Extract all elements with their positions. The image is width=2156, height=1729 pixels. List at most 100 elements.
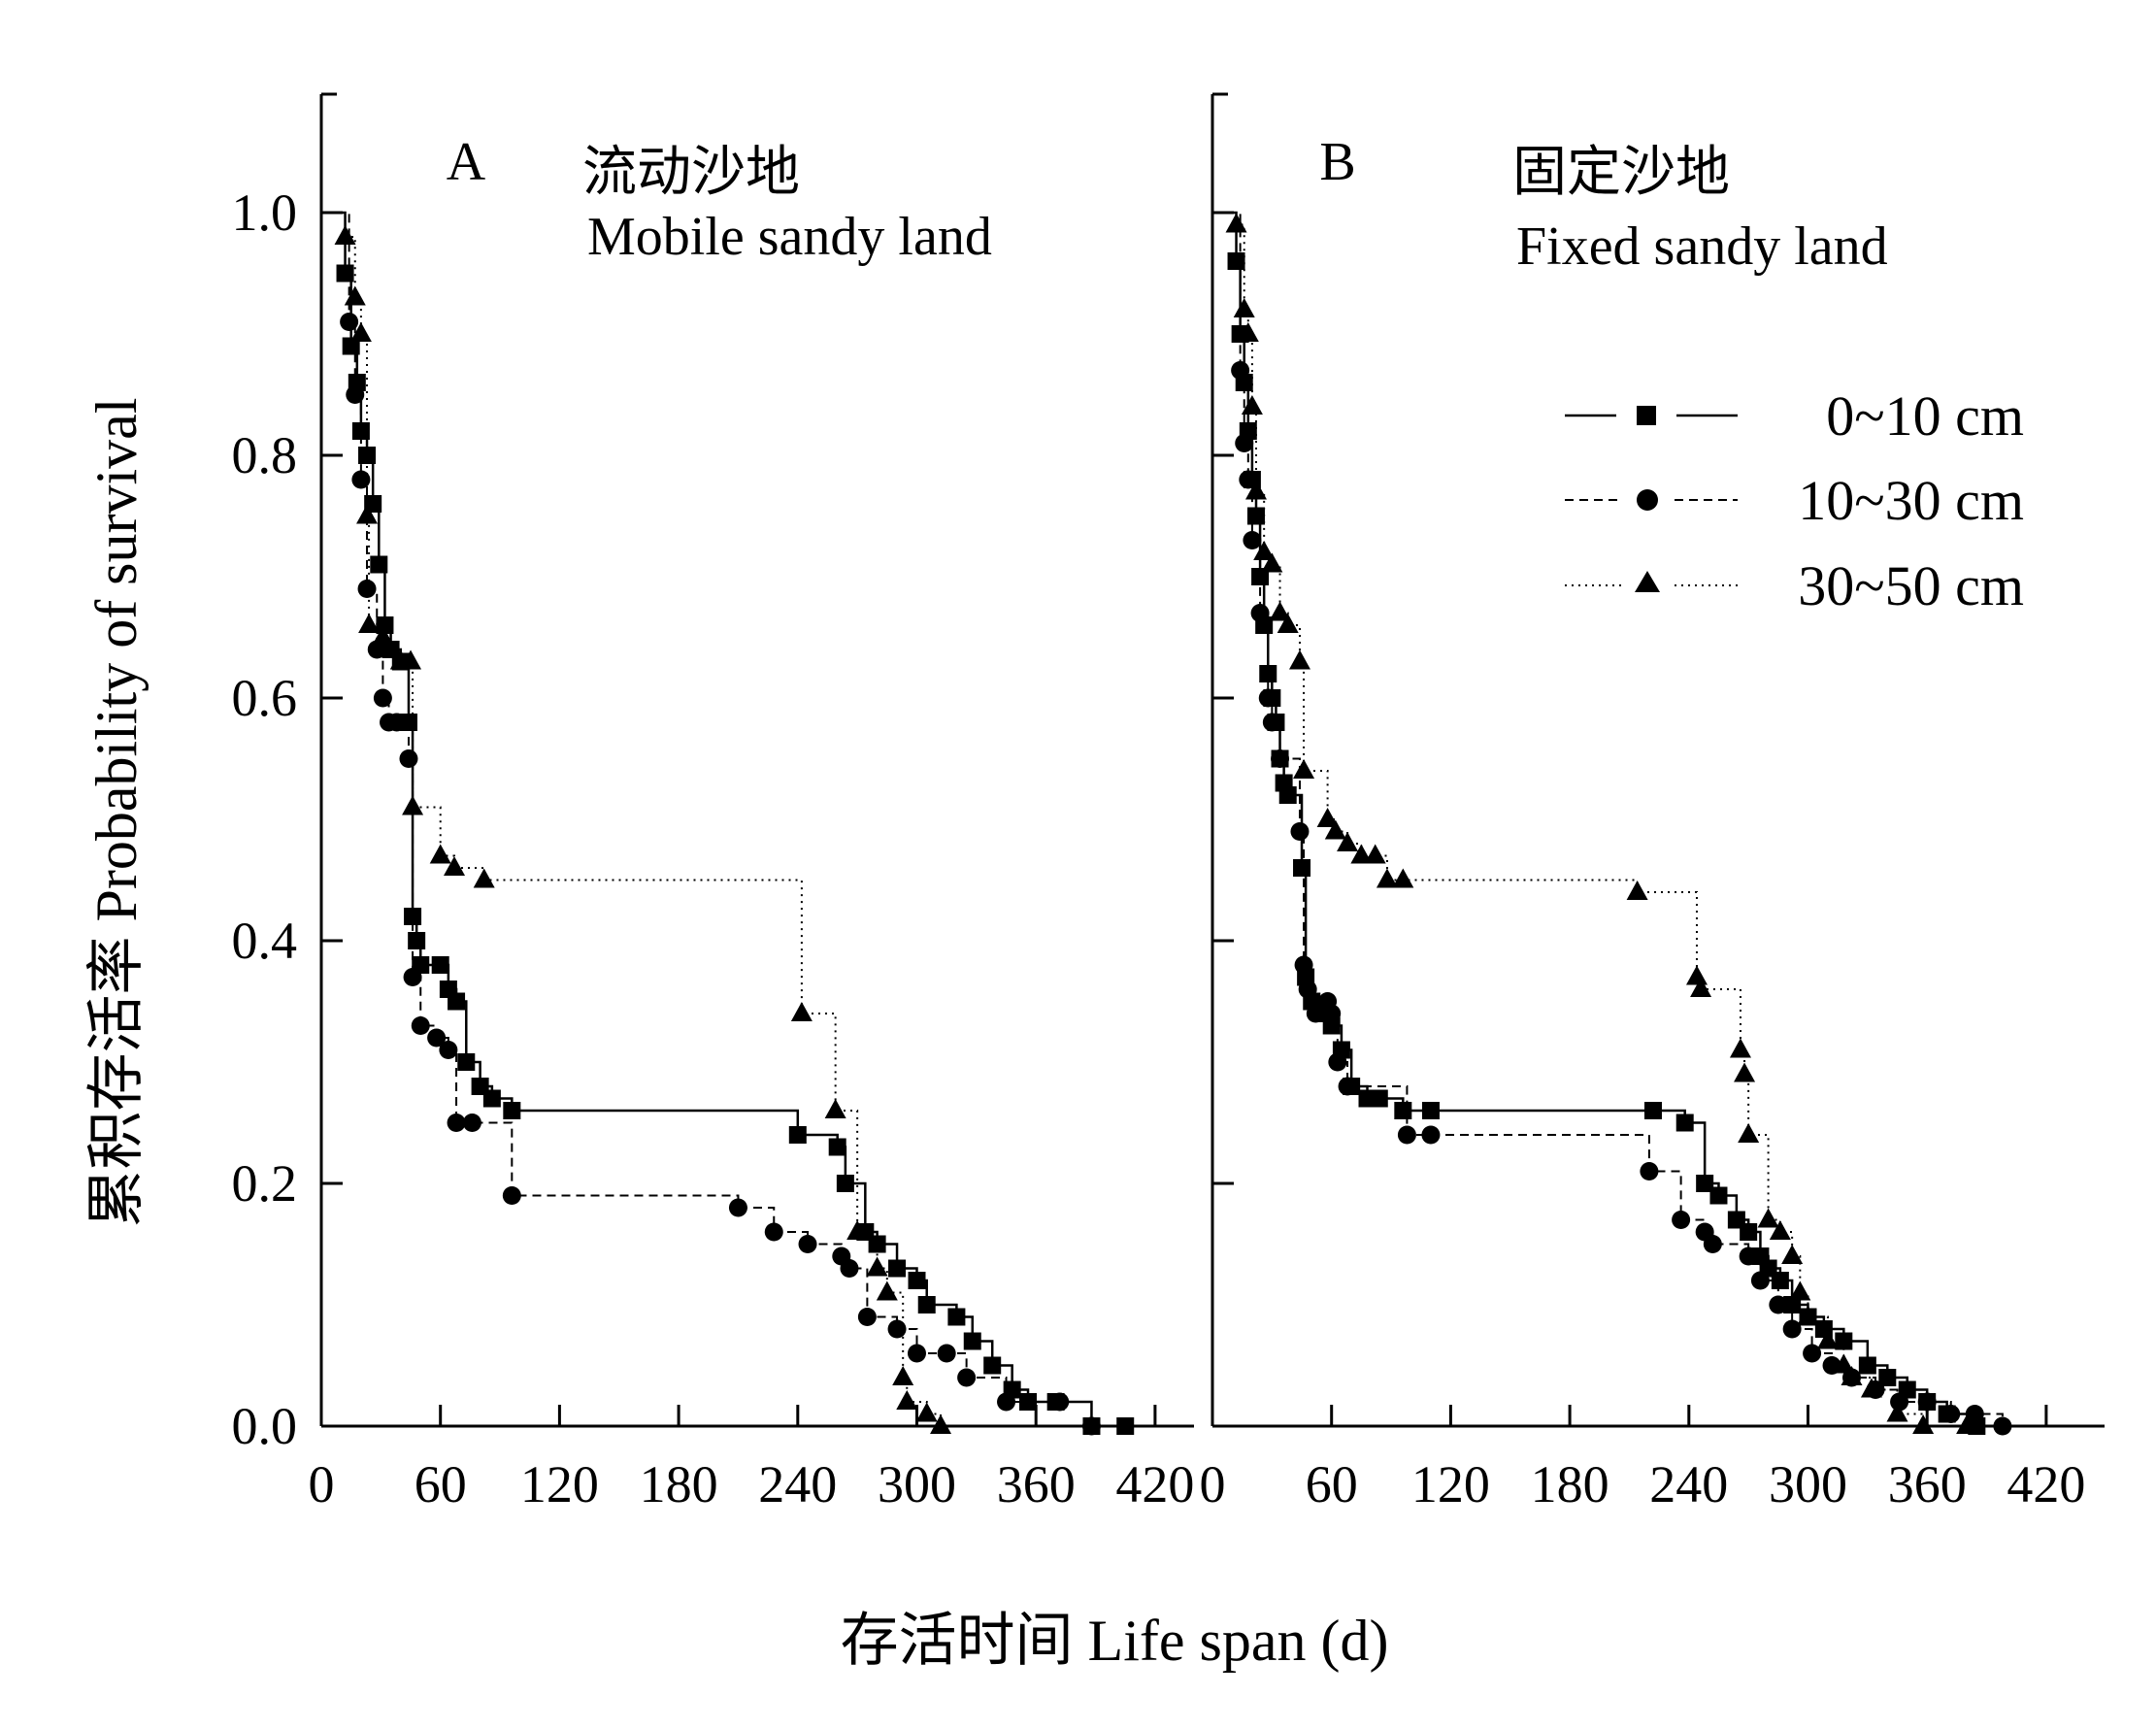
triangle-point xyxy=(1364,844,1386,864)
square-point xyxy=(1771,1272,1789,1289)
x-tick-label: 420 xyxy=(1115,1455,1194,1513)
square-point xyxy=(1394,1102,1412,1119)
legend-triangle-marker xyxy=(1635,571,1660,592)
triangle-point xyxy=(1729,1038,1751,1058)
circle-point xyxy=(764,1222,783,1242)
triangle-point xyxy=(1261,552,1283,573)
triangle-point xyxy=(444,856,466,876)
panel-a-title-en: Mobile sandy land xyxy=(587,207,992,267)
circle-point xyxy=(1769,1295,1788,1314)
triangle-point xyxy=(1886,1402,1908,1422)
series-line-triangle xyxy=(1212,212,1968,1427)
circle-point xyxy=(1703,1235,1722,1253)
circle-point xyxy=(997,1392,1016,1412)
triangle-point xyxy=(1376,868,1398,888)
circle-point xyxy=(1243,531,1262,549)
square-point xyxy=(448,992,466,1011)
triangle-point xyxy=(1757,1208,1779,1228)
triangle-point xyxy=(400,649,422,670)
x-tick-label: 180 xyxy=(640,1455,718,1513)
circle-point xyxy=(399,749,418,768)
circle-point xyxy=(1672,1211,1691,1229)
triangle-point xyxy=(1269,601,1291,621)
triangle-point xyxy=(1781,1245,1804,1264)
triangle-point xyxy=(1833,1353,1855,1374)
triangle-point xyxy=(892,1366,914,1385)
y-axis-title: 累积存活率 Probability of survival xyxy=(84,398,149,1228)
circle-point xyxy=(387,713,407,732)
square-point xyxy=(1278,786,1297,804)
circle-point xyxy=(1917,1392,1937,1412)
series-line-circle xyxy=(321,212,1093,1426)
panel-a: A 流动沙地 Mobile sandy land 0.0 0.2 0.4 0.6 0.8… xyxy=(232,92,1194,1513)
square-point xyxy=(431,956,449,974)
circle-point xyxy=(1262,713,1281,732)
circle-point xyxy=(1294,955,1313,975)
circle-point xyxy=(887,1319,907,1339)
square-point xyxy=(1858,1356,1876,1375)
circle-point xyxy=(1235,434,1254,452)
square-point xyxy=(1878,1369,1897,1386)
square-point xyxy=(404,908,422,925)
square-point xyxy=(503,1102,521,1119)
legend-square-marker xyxy=(1637,406,1656,425)
x-tick-label: 0 xyxy=(309,1455,335,1513)
circle-point xyxy=(1231,361,1250,380)
y-tick-label: 0.2 xyxy=(232,1154,298,1213)
triangle-point xyxy=(1293,759,1315,779)
x-axis-title: 存活时间 Life span (d) xyxy=(841,1609,1389,1673)
triangle-point xyxy=(1350,844,1373,864)
circle-point xyxy=(857,1308,877,1326)
square-point xyxy=(1835,1332,1853,1350)
triangle-point xyxy=(876,1280,898,1301)
square-point xyxy=(1421,1102,1440,1119)
circle-point xyxy=(346,385,365,404)
triangle-point xyxy=(866,1256,888,1277)
triangle-point xyxy=(1337,832,1359,851)
legend: 0~10 cm 10~30 cm 30~50 cm xyxy=(1565,384,2024,617)
square-point xyxy=(376,616,394,634)
legend-label-0-10: 0~10 cm xyxy=(1826,384,2024,448)
triangle-point xyxy=(1392,868,1414,888)
y-tick-label: 0.4 xyxy=(232,912,298,970)
triangle-point xyxy=(1324,819,1346,840)
legend-item-10-30: 10~30 cm xyxy=(1565,469,2024,532)
triangle-point xyxy=(896,1390,918,1410)
circle-point xyxy=(340,313,359,331)
circle-point xyxy=(1338,1077,1357,1096)
legend-item-30-50: 30~50 cm xyxy=(1565,554,2024,617)
circle-point xyxy=(1397,1125,1416,1145)
triangle-point xyxy=(334,225,356,245)
x-tick-label: 360 xyxy=(997,1455,1076,1513)
y-tick-label: 0.0 xyxy=(232,1397,298,1455)
circle-point xyxy=(403,968,422,986)
circle-point xyxy=(1239,470,1258,489)
legend-label-30-50: 30~50 cm xyxy=(1798,554,2024,617)
triangle-point xyxy=(1288,649,1310,670)
square-point xyxy=(1709,1186,1728,1205)
triangle-point xyxy=(1690,978,1712,997)
circle-point xyxy=(957,1368,977,1387)
x-tick-label: 420 xyxy=(2007,1455,2085,1513)
triangle-point xyxy=(473,868,495,888)
square-point xyxy=(351,422,370,440)
circle-point xyxy=(1965,1405,1984,1423)
y-tick-label: 0.8 xyxy=(232,426,298,484)
circle-point xyxy=(351,470,371,489)
circle-point xyxy=(1803,1344,1822,1363)
square-point xyxy=(1370,1089,1388,1108)
circle-point xyxy=(1258,688,1277,708)
triangle-point xyxy=(1277,614,1299,633)
square-point xyxy=(1643,1102,1662,1119)
panel-a-axes: 0.0 0.2 0.4 0.6 0.8 1.0 0 60 120 180 240 300 360 420 xyxy=(232,92,1194,1513)
circle-point xyxy=(447,1114,466,1132)
y-tick-label: 0.6 xyxy=(232,669,298,727)
circle-point xyxy=(1328,1052,1347,1072)
triangle-point xyxy=(1685,965,1708,985)
square-point xyxy=(868,1235,886,1253)
circle-point xyxy=(1941,1405,1961,1423)
triangle-point xyxy=(358,614,381,633)
circle-point xyxy=(1750,1271,1770,1290)
